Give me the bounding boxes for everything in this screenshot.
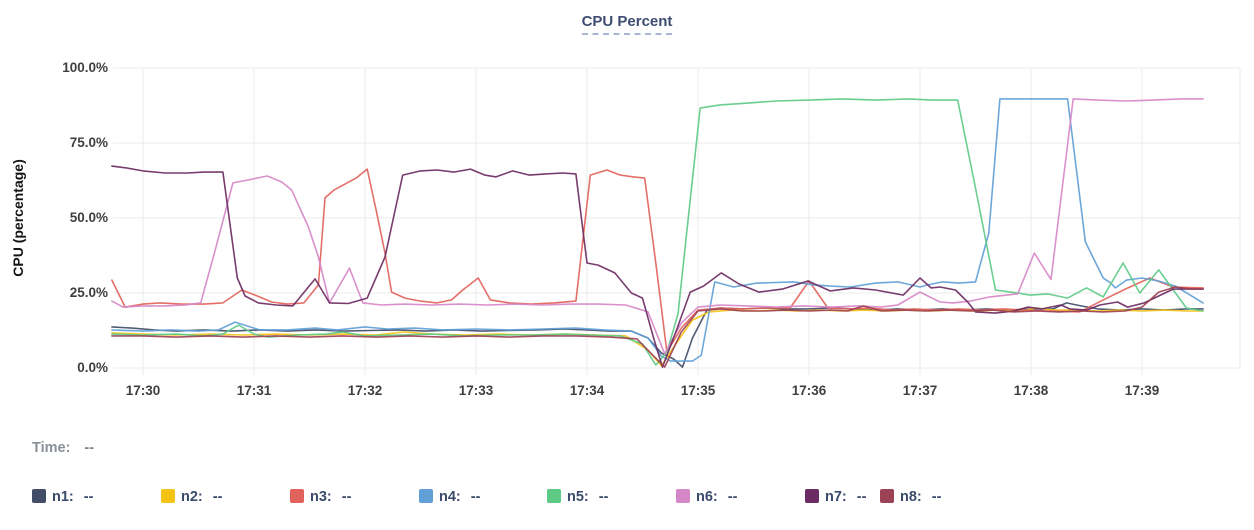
y-tick-label: 50.0% [69,210,108,225]
legend-value: -- [470,489,481,505]
series-line-n4 [111,98,1204,362]
x-tick-label: 17:34 [569,383,605,398]
y-tick-label: 25.0% [69,285,108,300]
x-tick-label: 17:32 [347,383,383,398]
y-tick-label: 75.0% [69,135,108,150]
x-tick-label: 17:30 [125,383,161,398]
legend-value: -- [931,489,942,505]
legend-label: n7: [825,489,847,505]
legend-label: n6: [696,489,718,505]
legend-item-n1[interactable]: n1: -- [32,489,93,507]
line-chart[interactable] [0,0,1254,420]
legend-label: n5: [567,489,589,505]
legend-value: -- [212,489,223,505]
y-tick-label: 0.0% [77,360,108,375]
series-line-n3 [111,168,1204,353]
legend-item-n7[interactable]: n7: -- [805,489,866,507]
series-line-n6 [111,98,1204,355]
x-tick-label: 17:37 [902,383,938,398]
legend-label: n2: [181,489,203,505]
legend-value: -- [856,489,867,505]
time-row: Time: -- [32,440,94,456]
x-tick-label: 17:36 [791,383,827,398]
legend-swatch-n1 [32,489,46,503]
legend-swatch-n6 [676,489,690,503]
y-tick-label: 100.0% [62,60,108,75]
x-tick-label: 17:33 [458,383,494,398]
legend-label: n4: [439,489,461,505]
legend-swatch-n8 [880,489,894,503]
legend-value: -- [598,489,609,505]
legend-value: -- [341,489,352,505]
legend-swatch-n3 [290,489,304,503]
time-value: -- [84,440,95,456]
legend-item-n8[interactable]: n8: -- [880,489,941,507]
series-line-n7 [111,165,1204,368]
legend-label: n1: [52,489,74,505]
series-line-n8 [111,286,1204,368]
series-line-n5 [111,98,1204,366]
x-tick-label: 17:35 [680,383,716,398]
legend-item-n2[interactable]: n2: -- [161,489,222,507]
legend-label: n8: [900,489,922,505]
legend-swatch-n5 [547,489,561,503]
legend-item-n5[interactable]: n5: -- [547,489,608,507]
time-label: Time: [32,440,71,456]
chart-title-row: CPU Percent [0,13,1254,35]
legend-swatch-n7 [805,489,819,503]
legend-swatch-n4 [419,489,433,503]
legend-item-n4[interactable]: n4: -- [419,489,480,507]
x-tick-label: 17:31 [236,383,272,398]
legend-item-n6[interactable]: n6: -- [676,489,737,507]
legend-item-n3[interactable]: n3: -- [290,489,351,507]
x-tick-label: 17:39 [1124,383,1160,398]
legend-label: n3: [310,489,332,505]
legend-value: -- [83,489,94,505]
chart-title[interactable]: CPU Percent [581,13,673,35]
x-tick-label: 17:38 [1013,383,1049,398]
legend-swatch-n2 [161,489,175,503]
legend-value: -- [727,489,738,505]
